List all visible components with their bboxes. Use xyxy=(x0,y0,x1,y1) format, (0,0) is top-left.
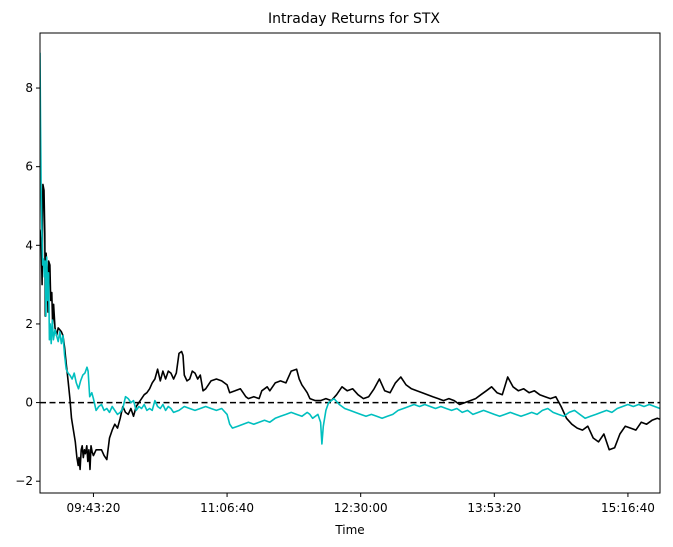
plot-area xyxy=(39,32,661,494)
plot-frame xyxy=(39,32,661,494)
y-tick-label: 6 xyxy=(25,160,33,174)
x-axis: 09:43:20 11:06:40 12:30:00 13:53:20 15:16:40 xyxy=(66,493,655,515)
x-tick-label: 15:16:40 xyxy=(601,501,655,515)
chart-title: Intraday Returns for STX xyxy=(268,11,440,27)
y-tick-label: −2 xyxy=(15,474,33,488)
y-tick-label: 0 xyxy=(25,396,33,410)
x-tick-label: 11:06:40 xyxy=(200,501,254,515)
y-tick-label: 8 xyxy=(25,81,33,95)
y-tick-label: 4 xyxy=(25,238,33,252)
x-tick-label: 12:30:00 xyxy=(334,501,388,515)
x-tick-label: 13:53:20 xyxy=(467,501,521,515)
y-tick-label: 2 xyxy=(25,317,33,331)
series-layer xyxy=(40,52,660,471)
x-tick-label: 09:43:20 xyxy=(66,501,120,515)
series-line-1 xyxy=(40,183,660,471)
y-axis: −2 0 2 4 6 8 xyxy=(15,81,40,488)
series-line-2 xyxy=(40,52,660,445)
x-axis-title: Time xyxy=(334,523,364,537)
